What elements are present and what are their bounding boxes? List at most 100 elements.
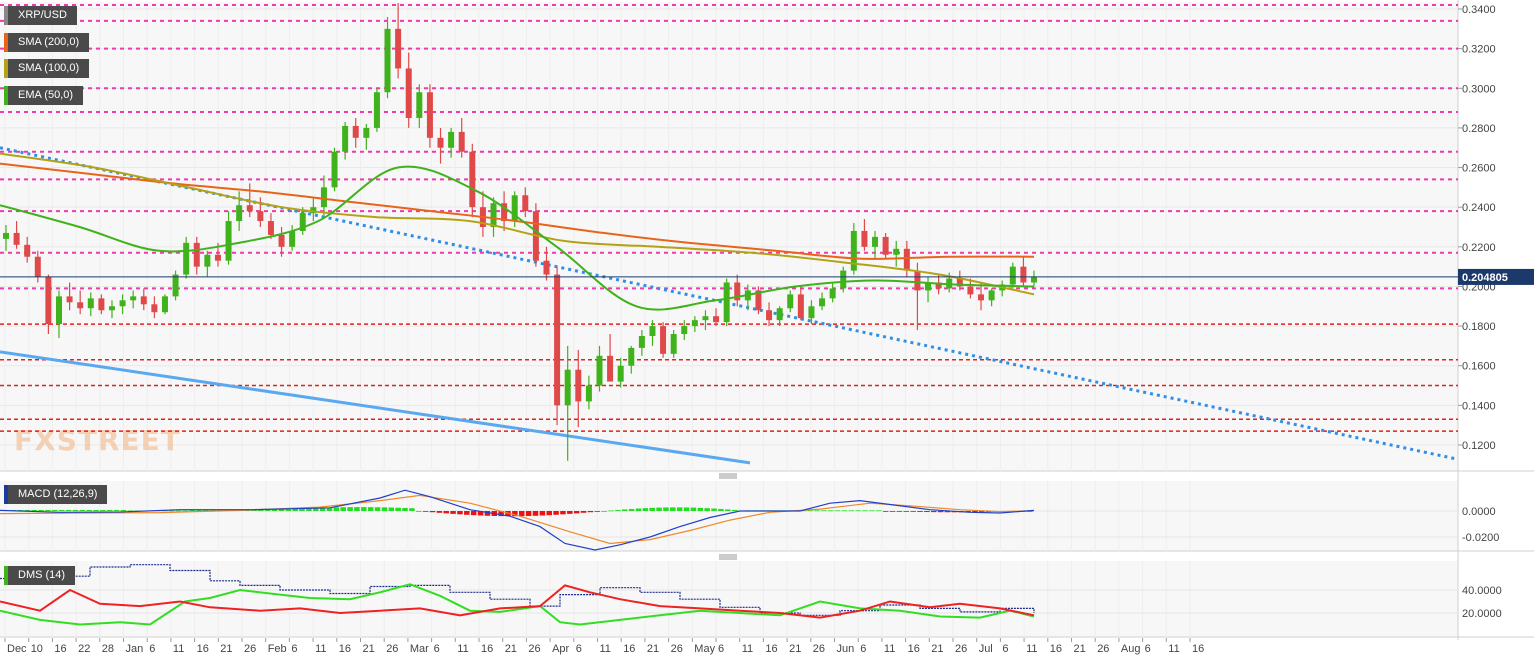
candle-body <box>426 92 433 138</box>
candle-body <box>713 316 720 323</box>
x-tick-label: 21 <box>220 643 232 655</box>
candle-body <box>1031 276 1037 283</box>
ema50-tag[interactable]: EMA (50,0) <box>4 86 84 105</box>
x-tick-label: Apr <box>552 643 569 655</box>
macd-histogram-bar <box>670 507 676 511</box>
macd-histogram-bar <box>429 511 436 513</box>
macd-tick-label: 0.0000 <box>1462 506 1496 518</box>
candle-body <box>935 282 942 289</box>
macd-histogram-bar <box>175 510 182 512</box>
candle-body <box>978 294 985 301</box>
macd-histogram-bar <box>937 511 944 513</box>
x-tick-label: 21 <box>931 643 943 655</box>
candle-body <box>193 242 200 267</box>
macd-tag[interactable]: MACD (12,26,9) <box>4 485 108 504</box>
candle-body <box>3 232 9 239</box>
candle-body <box>501 203 508 222</box>
macd-histogram-bar <box>120 509 127 511</box>
macd-histogram-bar <box>512 511 518 517</box>
macd-histogram-bar <box>65 509 72 511</box>
macd-histogram-bar <box>519 511 525 517</box>
x-tick-label: 22 <box>78 643 90 655</box>
x-tick-label: 26 <box>813 643 825 655</box>
macd-histogram-bar <box>409 508 415 511</box>
candle-body <box>490 203 497 227</box>
candle-body <box>204 254 211 267</box>
x-tick-label: Dec <box>7 643 27 655</box>
macd-histogram-bar <box>635 508 642 511</box>
x-tick-label: 6 <box>576 643 582 655</box>
macd-histogram-bar <box>608 510 614 512</box>
macd-histogram-bar <box>58 509 65 511</box>
macd-histogram-bar <box>944 511 951 513</box>
candle-body <box>310 207 317 214</box>
candle-body <box>872 236 879 247</box>
sma200-tag[interactable]: SMA (200,0) <box>4 33 90 52</box>
x-tick-label: 6 <box>718 643 724 655</box>
macd-histogram-bar <box>711 508 717 511</box>
macd-histogram-bar <box>546 511 552 516</box>
candle-body <box>130 296 137 301</box>
macd-tick-label: -0.0200 <box>1462 532 1499 544</box>
symbol-tag[interactable]: XRP/USD <box>4 6 77 25</box>
panel-bg-0 <box>0 2 1458 471</box>
x-tick-label: 6 <box>1145 643 1151 655</box>
candle-body <box>448 131 455 148</box>
candle-body <box>45 276 52 325</box>
candle-body <box>914 270 921 291</box>
x-tick-label: 11 <box>600 643 611 655</box>
macd-histogram-bar <box>436 511 443 513</box>
macd-histogram-bar <box>917 511 923 512</box>
macd-histogram-bar <box>52 509 58 511</box>
macd-histogram-bar <box>580 511 587 513</box>
x-tick-label: 26 <box>244 643 256 655</box>
x-tick-label: 16 <box>339 643 351 655</box>
x-tick-label: 11 <box>742 643 753 655</box>
macd-histogram-bar <box>381 507 388 511</box>
candle-body <box>543 260 550 275</box>
macd-histogram-bar <box>100 509 106 511</box>
macd-histogram-bar <box>340 507 346 511</box>
candle-body <box>363 127 370 138</box>
macd-histogram-bar <box>704 508 710 511</box>
macd-histogram-bar <box>354 507 360 511</box>
x-tick-label: 21 <box>789 643 801 655</box>
macd-histogram-bar <box>347 507 353 511</box>
price-tick-label: 0.2600 <box>1462 163 1496 175</box>
dms-tag[interactable]: DMS (14) <box>4 566 76 585</box>
candle-body <box>988 290 995 301</box>
candle-body <box>1009 266 1016 285</box>
candle-body <box>331 151 338 188</box>
x-tick-label: 28 <box>102 643 114 655</box>
x-tick-label: 21 <box>505 643 517 655</box>
price-tick-label: 0.1600 <box>1462 361 1496 373</box>
macd-histogram-bar <box>683 507 690 511</box>
macd-histogram-bar <box>484 511 491 516</box>
macd-histogram-bar <box>45 509 51 511</box>
macd-histogram-bar <box>402 507 408 511</box>
price-tick-label: 0.3200 <box>1462 44 1496 56</box>
macd-histogram-bar <box>271 509 278 511</box>
macd-histogram-bar <box>443 511 449 514</box>
macd-histogram-bar <box>622 509 628 511</box>
macd-histogram-bar <box>306 508 312 511</box>
macd-histogram-bar <box>855 510 861 512</box>
panel-bg-1 <box>0 481 1458 551</box>
candle-body <box>395 28 402 69</box>
candle-body <box>87 298 94 309</box>
candle-body <box>893 248 900 255</box>
dms-tick-label: 20.0000 <box>1462 608 1502 620</box>
macd-histogram-bar <box>649 507 655 511</box>
candle-body <box>119 300 126 307</box>
macd-histogram-bar <box>834 510 841 512</box>
macd-histogram-bar <box>422 511 429 512</box>
x-tick-label: 16 <box>908 643 920 655</box>
sma100-line <box>0 152 1035 296</box>
candle-body <box>299 213 306 231</box>
macd-histogram-bar <box>258 509 264 511</box>
candle-body <box>585 385 592 402</box>
x-tick-label: 21 <box>1074 643 1086 655</box>
sma100-tag[interactable]: SMA (100,0) <box>4 59 90 78</box>
